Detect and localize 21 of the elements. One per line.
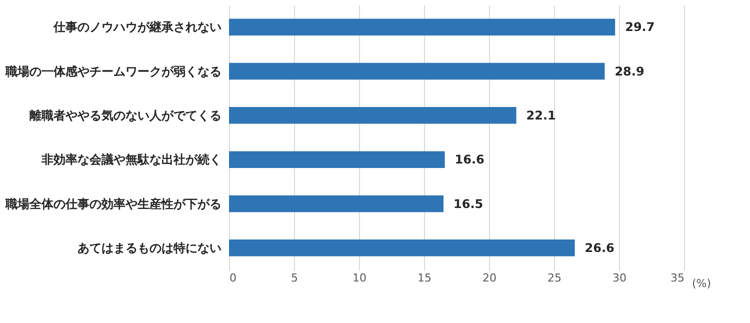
x-tick-label: 20 bbox=[482, 272, 496, 284]
y-tick-label: 仕事のノウハウが継承されない bbox=[52, 20, 222, 34]
data-label: 16.6 bbox=[454, 152, 484, 167]
x-tick-label: 35 bbox=[670, 272, 684, 284]
y-tick-label: 職場の一体感やチームワークが弱くなる bbox=[4, 64, 222, 78]
y-tick-label: 職場全体の仕事の効率や生産性が下がる bbox=[4, 196, 222, 211]
x-tick-label: 25 bbox=[548, 272, 562, 284]
data-label: 28.9 bbox=[614, 64, 644, 78]
data-label: 26.6 bbox=[584, 240, 614, 255]
data-label: 16.5 bbox=[454, 196, 484, 211]
x-tick-label: 5 bbox=[291, 272, 298, 284]
data-label: 22.1 bbox=[526, 108, 556, 122]
x-tick-label: 15 bbox=[418, 272, 432, 284]
data-label: 29.7 bbox=[625, 20, 655, 34]
y-tick-label: あてはまるものは特にない bbox=[78, 240, 222, 255]
x-tick-label: 10 bbox=[352, 272, 366, 284]
x-axis-title: (%) bbox=[692, 277, 712, 290]
y-tick-label: 非効率な会議や無駄な出社が続く bbox=[40, 152, 222, 167]
y-tick-label: 離職者ややる気のない人がでてくる bbox=[28, 108, 222, 122]
x-tick-label: 0 bbox=[230, 272, 236, 284]
x-tick-label: 30 bbox=[612, 272, 626, 284]
